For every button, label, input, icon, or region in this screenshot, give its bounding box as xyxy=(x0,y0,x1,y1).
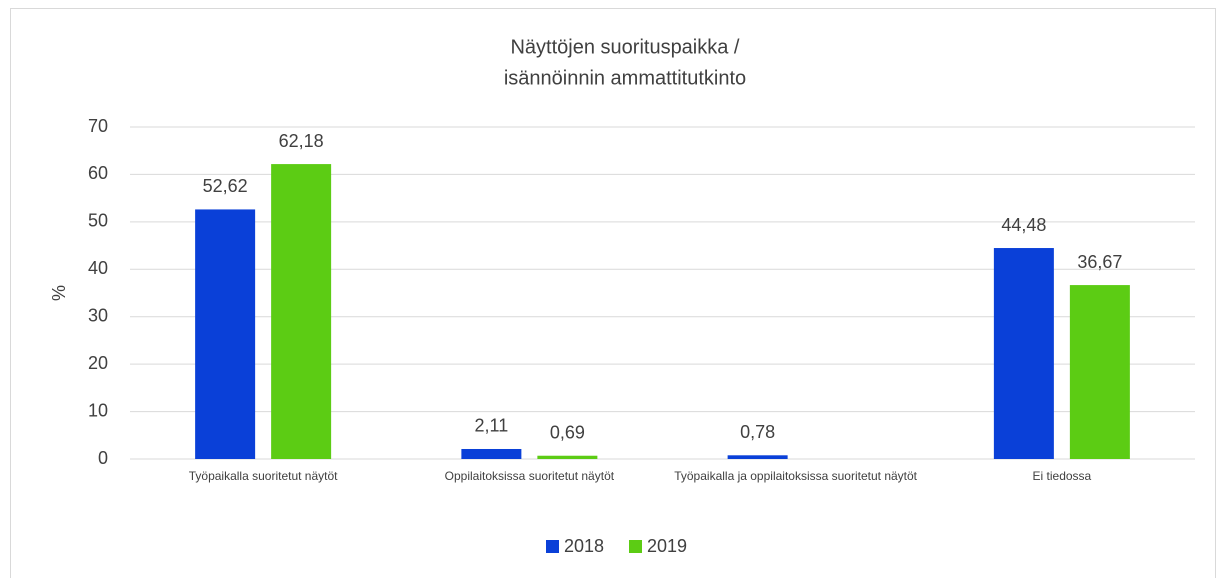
y-tick-label: 0 xyxy=(98,448,108,468)
legend-label: 2019 xyxy=(647,536,687,556)
data-label: 0,78 xyxy=(740,422,775,442)
bar xyxy=(195,209,256,459)
x-tick-label-box: Työpaikalla ja oppilaitoksissa suoritetu… xyxy=(674,469,918,483)
legend-swatch xyxy=(629,540,642,553)
legend-swatch xyxy=(546,540,559,553)
x-tick-label: Työpaikalla ja oppilaitoksissa suoritetu… xyxy=(674,469,918,483)
bar xyxy=(1069,285,1130,459)
data-label: 62,18 xyxy=(279,131,324,151)
y-axis-label: % xyxy=(49,285,69,301)
chart-title: isännöinnin ammattitutkinto xyxy=(504,67,746,89)
bar xyxy=(993,248,1054,459)
x-tick-label-box: Ei tiedossa xyxy=(1032,469,1092,483)
bar xyxy=(271,164,332,459)
y-tick-label: 10 xyxy=(88,400,108,420)
legend-label: 2018 xyxy=(564,536,604,556)
bar xyxy=(537,455,598,459)
y-tick-label: 50 xyxy=(88,211,108,231)
data-label: 44,48 xyxy=(1001,215,1046,235)
x-tick-label-box: Työpaikalla suoritetut näytöt xyxy=(188,469,338,483)
chart-title: Näyttöjen suorituspaikka / xyxy=(510,36,739,58)
y-tick-label: 60 xyxy=(88,163,108,183)
y-tick-label: 40 xyxy=(88,258,108,278)
data-label: 0,69 xyxy=(550,422,585,442)
x-tick-label: Työpaikalla suoritetut näytöt xyxy=(188,469,338,483)
x-tick-label-box: Oppilaitoksissa suoritetut näytöt xyxy=(444,469,615,483)
y-tick-label: 30 xyxy=(88,305,108,325)
bar xyxy=(461,448,522,459)
x-tick-label: Ei tiedossa xyxy=(1032,469,1092,483)
y-tick-label: 20 xyxy=(88,353,108,373)
data-label: 2,11 xyxy=(475,416,509,436)
y-tick-label: 70 xyxy=(88,116,108,136)
bar xyxy=(727,455,788,459)
data-label: 52,62 xyxy=(203,176,248,196)
data-label: 36,67 xyxy=(1077,252,1122,272)
x-tick-label: Oppilaitoksissa suoritetut näytöt xyxy=(444,469,615,483)
